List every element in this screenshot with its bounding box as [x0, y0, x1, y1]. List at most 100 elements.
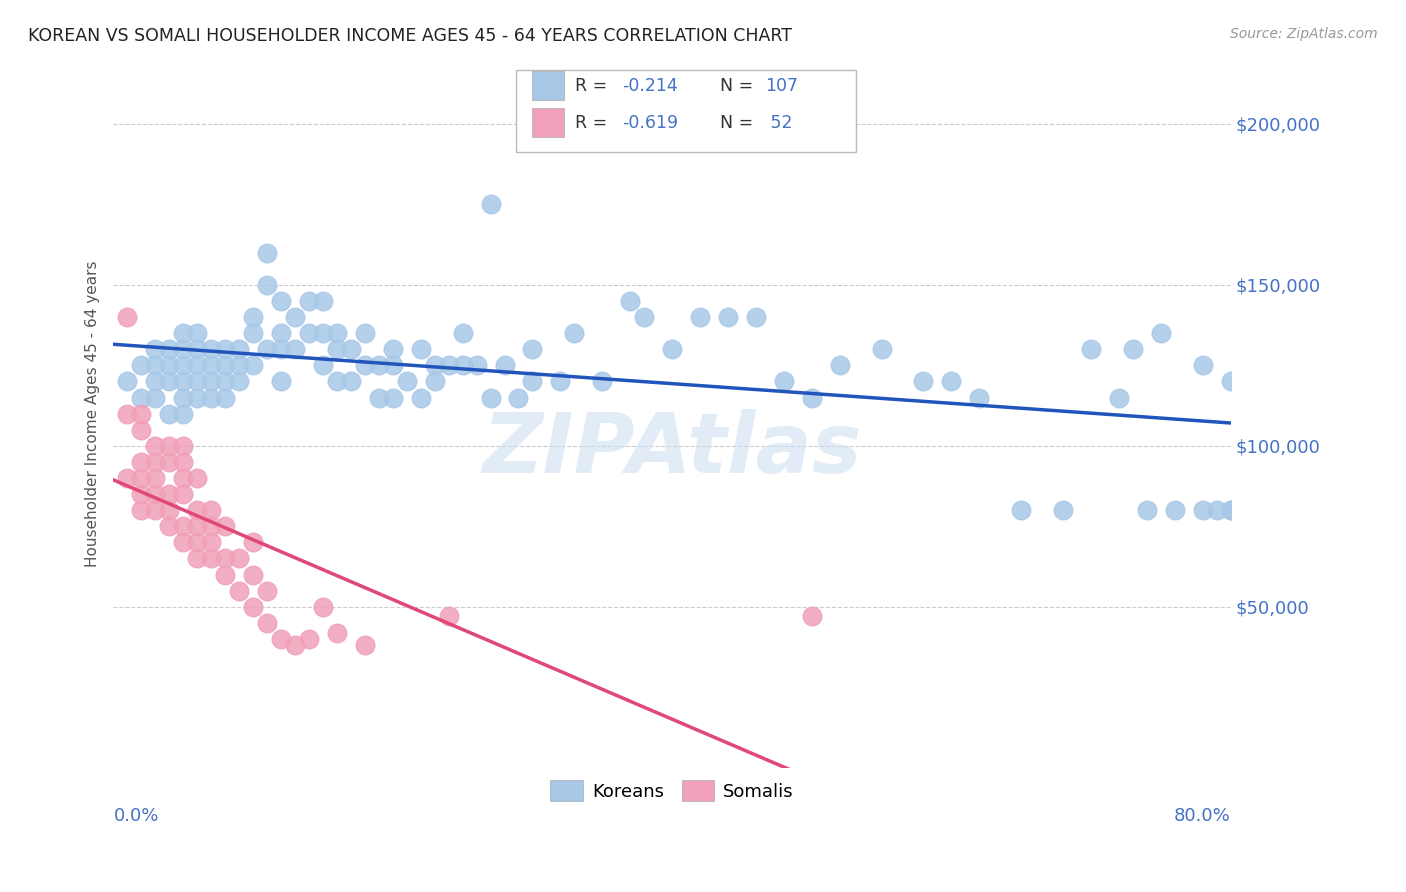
Point [145, 471, 167, 485]
Point [969, 391, 991, 405]
Point [633, 310, 655, 324]
Point [381, 391, 404, 405]
Point [242, 535, 264, 549]
Point [157, 487, 180, 501]
Point [131, 359, 153, 373]
Point [200, 551, 222, 566]
Point [661, 343, 683, 357]
Point [619, 293, 641, 308]
Point [172, 343, 194, 357]
Point [340, 375, 363, 389]
Point [242, 567, 264, 582]
Point [214, 343, 236, 357]
Point [1219, 503, 1241, 517]
Point [298, 326, 321, 341]
Point [423, 359, 446, 373]
Point [451, 326, 474, 341]
Point [214, 375, 236, 389]
Point [186, 551, 208, 566]
Point [131, 471, 153, 485]
Legend: Koreans, Somalis: Koreans, Somalis [543, 773, 801, 808]
Point [157, 359, 180, 373]
Text: Source: ZipAtlas.com: Source: ZipAtlas.com [1230, 27, 1378, 41]
Text: KOREAN VS SOMALI HOUSEHOLDER INCOME AGES 45 - 64 YEARS CORRELATION CHART: KOREAN VS SOMALI HOUSEHOLDER INCOME AGES… [28, 27, 792, 45]
Point [172, 471, 194, 485]
Text: 52: 52 [765, 114, 793, 132]
Point [689, 310, 711, 324]
Point [228, 583, 250, 598]
Point [242, 310, 264, 324]
Text: R =: R = [575, 77, 613, 95]
Point [409, 391, 432, 405]
Point [131, 487, 153, 501]
Point [1010, 503, 1032, 517]
Point [1219, 375, 1241, 389]
Point [284, 343, 307, 357]
Point [312, 293, 335, 308]
Point [256, 583, 278, 598]
Point [745, 310, 768, 324]
Point [145, 391, 167, 405]
Point [131, 391, 153, 405]
Point [172, 455, 194, 469]
Point [1122, 343, 1144, 357]
Point [395, 375, 418, 389]
Point [522, 375, 544, 389]
Point [270, 293, 292, 308]
Point [1136, 503, 1159, 517]
Point [228, 343, 250, 357]
Point [228, 375, 250, 389]
Point [270, 375, 292, 389]
Point [145, 343, 167, 357]
Point [312, 359, 335, 373]
Text: 107: 107 [765, 77, 797, 95]
Point [423, 375, 446, 389]
Point [1191, 503, 1213, 517]
Point [451, 359, 474, 373]
Point [717, 310, 740, 324]
Point [242, 326, 264, 341]
Point [941, 375, 963, 389]
Point [326, 326, 349, 341]
Text: 80.0%: 80.0% [1174, 806, 1230, 824]
Point [326, 375, 349, 389]
Point [479, 197, 502, 211]
Text: N =: N = [720, 114, 759, 132]
Point [800, 391, 823, 405]
Point [214, 567, 236, 582]
Point [284, 310, 307, 324]
Point [145, 375, 167, 389]
Point [912, 375, 935, 389]
Point [242, 599, 264, 614]
Point [186, 375, 208, 389]
Point [186, 503, 208, 517]
Point [172, 391, 194, 405]
Point [494, 359, 516, 373]
Text: -0.214: -0.214 [621, 77, 678, 95]
Text: 0.0%: 0.0% [114, 806, 159, 824]
Point [172, 487, 194, 501]
Point [186, 471, 208, 485]
Point [200, 375, 222, 389]
Point [186, 535, 208, 549]
Point [200, 391, 222, 405]
Point [1080, 343, 1102, 357]
Point [354, 326, 377, 341]
Point [172, 519, 194, 533]
Point [326, 625, 349, 640]
Point [298, 293, 321, 308]
Point [256, 343, 278, 357]
Point [1205, 503, 1227, 517]
Point [200, 343, 222, 357]
Point [550, 375, 572, 389]
Point [214, 359, 236, 373]
Point [172, 375, 194, 389]
Point [800, 609, 823, 624]
Point [145, 439, 167, 453]
Point [200, 519, 222, 533]
Point [172, 535, 194, 549]
Point [354, 639, 377, 653]
Point [157, 343, 180, 357]
Point [828, 359, 851, 373]
Point [145, 455, 167, 469]
